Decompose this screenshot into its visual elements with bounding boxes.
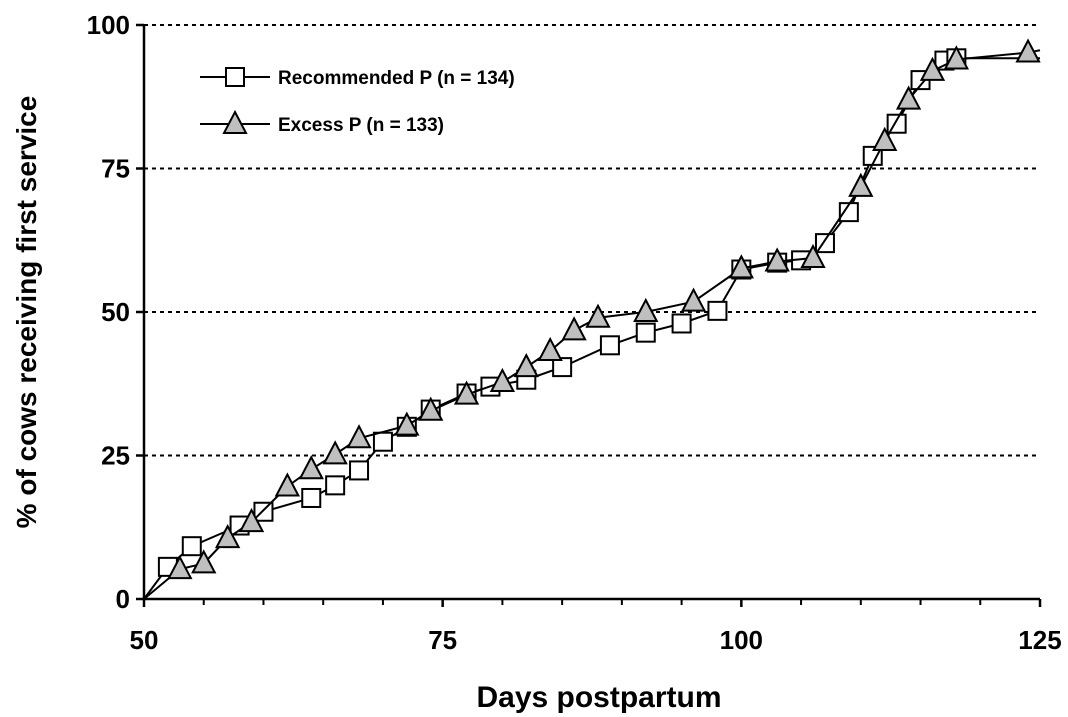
data-point-square (635, 322, 656, 343)
data-point-square (349, 460, 370, 481)
data-point-triangle (346, 424, 372, 449)
legend: Recommended P (n = 134) Excess P (n = 13… (200, 67, 515, 136)
x-tick-label-100: 100 (720, 625, 763, 655)
data-point-triangle (322, 440, 348, 465)
data-point-triangle (800, 243, 826, 269)
data-point-triangle (214, 524, 241, 549)
data-point-square (181, 536, 202, 557)
data-point-triangle (513, 352, 539, 378)
data-point-square (707, 300, 728, 321)
data-point-triangle (680, 287, 707, 312)
data-point-triangle (848, 172, 874, 197)
data-point-triangle (872, 126, 898, 151)
series-excess-p (143, 38, 1041, 600)
y-axis-title: % of cows receiving first service (11, 96, 42, 529)
data-point-square (253, 501, 274, 522)
x-tick-label-75: 75 (428, 625, 457, 655)
data-point-square (671, 313, 692, 334)
data-point-triangle (585, 303, 611, 328)
data-point-square (301, 487, 322, 508)
data-point-square (552, 357, 573, 378)
legend-label-excess: Excess P (n = 133) (278, 115, 444, 136)
data-point-triangle (418, 396, 444, 421)
y-tick-label-0: 0 (116, 584, 130, 614)
series (143, 38, 1041, 600)
data-point-triangle (167, 554, 193, 580)
axis-ticks: 0 25 50 75 100 50 75 100 125 (87, 10, 1062, 655)
data-point-triangle (191, 549, 217, 574)
data-point-triangle (895, 85, 922, 110)
data-point-triangle (943, 45, 970, 70)
legend-marker-triangle (222, 109, 248, 134)
x-tick-label-50: 50 (130, 625, 159, 655)
y-tick-label-100: 100 (87, 10, 130, 40)
data-point-triangle (764, 247, 790, 272)
data-point-triangle (274, 472, 301, 497)
data-point-square (325, 475, 346, 496)
legend-marker-square (225, 67, 245, 87)
data-point-triangle (919, 56, 946, 81)
series-line (143, 57, 1040, 600)
y-tick-label-25: 25 (101, 441, 130, 471)
y-tick-label-50: 50 (101, 297, 130, 327)
data-point-triangle (453, 380, 480, 405)
gridlines (144, 24, 1040, 457)
x-tick-label-125: 125 (1018, 625, 1061, 655)
data-point-triangle (561, 316, 587, 341)
data-point-square (372, 431, 393, 452)
data-point-triangle (633, 297, 659, 322)
data-point-square (599, 335, 620, 356)
legend-label-recommended: Recommended P (n = 134) (278, 68, 515, 89)
data-point-triangle (728, 254, 754, 279)
y-tick-label-75: 75 (101, 154, 130, 184)
data-point-triangle (537, 336, 563, 362)
data-point-triangle (394, 411, 420, 436)
data-point-triangle (489, 367, 516, 393)
data-point-triangle (238, 507, 265, 533)
x-axis-title: Days postpartum (476, 681, 721, 714)
data-point-triangle (1015, 38, 1041, 63)
data-point-triangle (298, 455, 324, 480)
